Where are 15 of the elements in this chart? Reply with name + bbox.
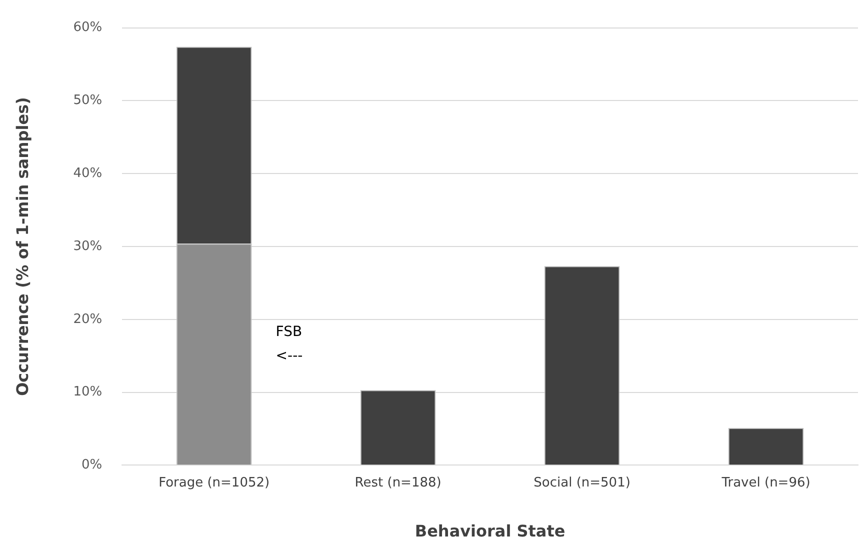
y-tick-label: 50% [73,93,102,108]
y-tick-label: 0% [81,458,102,473]
y-tick-label: 20% [73,312,102,327]
x-tick-label: Social (n=501) [534,475,630,490]
annotation: FSB [276,324,302,340]
annotation: <--- [276,348,303,364]
y-axis-title: Occurrence (% of 1-min samples) [12,97,32,396]
y-tick-label: 10% [73,384,102,400]
x-axis-title: Behavioral State [414,522,566,541]
y-tick-label: 30% [73,238,102,254]
x-tick-label: Rest (n=188) [354,475,442,490]
x-tick-label: Forage (n=1052) [158,475,270,490]
y-tick-label: 40% [73,166,102,181]
y-tick-label: 60% [73,20,102,36]
x-tick-label: Travel (n=96) [720,475,810,490]
